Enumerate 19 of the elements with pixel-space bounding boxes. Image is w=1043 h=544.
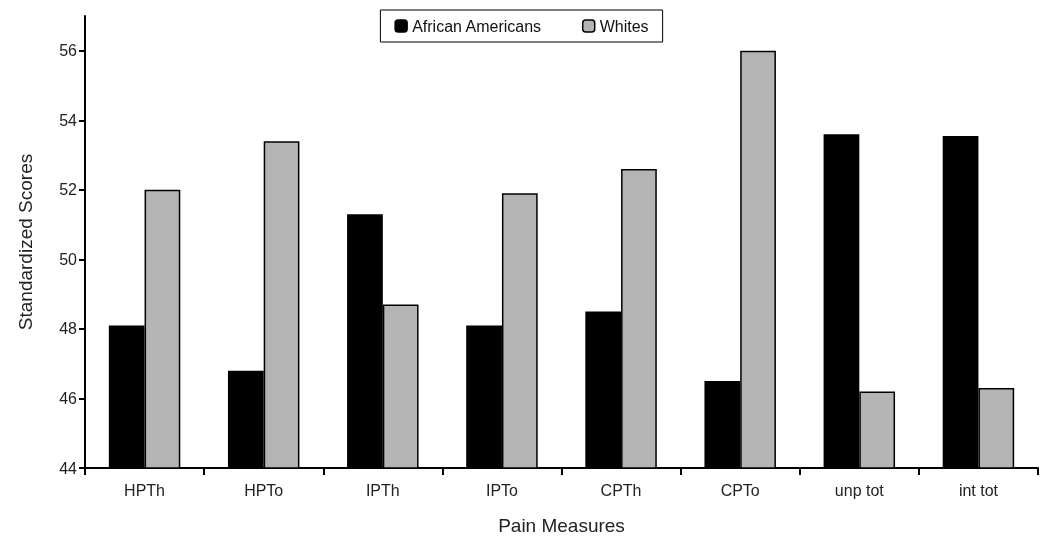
y-tick-label: 54 xyxy=(59,111,78,129)
x-tick-label: CPTo xyxy=(720,481,760,499)
y-tick-label: 44 xyxy=(59,459,78,477)
x-tick-label: CPTh xyxy=(600,481,642,499)
x-tick-label: unp tot xyxy=(834,481,885,499)
x-tick-label: HPTo xyxy=(244,481,284,499)
y-tick-label: 52 xyxy=(59,181,78,199)
y-tick-label: 56 xyxy=(59,42,78,60)
x-tick-label: int tot xyxy=(958,481,999,499)
y-tick-label: 50 xyxy=(59,250,78,268)
x-tick-label: HPTh xyxy=(124,481,166,499)
x-tick-label: IPTh xyxy=(365,481,400,499)
y-tick-label: 46 xyxy=(59,389,78,407)
x-tick-label: IPTo xyxy=(485,481,519,499)
legend-label: African Americans xyxy=(412,17,542,35)
x-axis-title: Pain Measures xyxy=(498,515,625,536)
y-axis-title: Standardized Scores xyxy=(15,153,36,331)
legend-label: Whites xyxy=(599,17,649,35)
y-tick-label: 48 xyxy=(59,320,78,338)
